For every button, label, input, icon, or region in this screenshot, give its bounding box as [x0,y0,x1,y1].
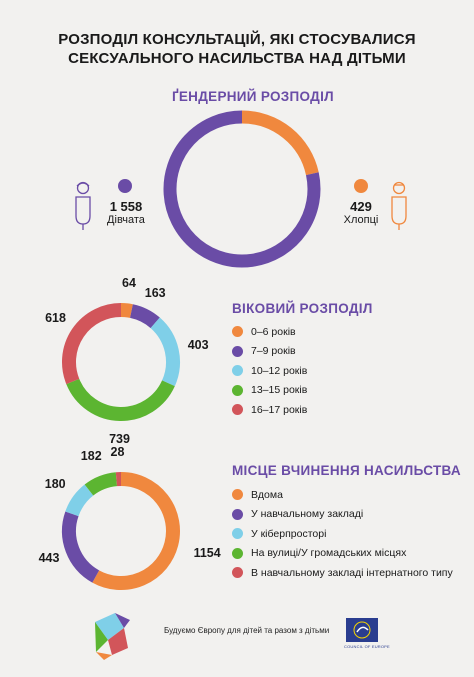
legend-color-dot [232,508,243,520]
legend-item: 0–6 років [232,322,307,342]
donut-slice [129,304,160,329]
boys-dot-icon [354,179,368,193]
slice-value-label: 1154 [193,546,221,561]
legend-item: 13–15 років [232,381,307,401]
legend-color-dot [232,365,243,377]
legend-label: Вдома [251,488,283,501]
legend-color-dot [232,326,243,338]
girl-icon [75,181,91,230]
girls-label: Дівчата [107,214,145,226]
legend-label: 7–9 років [251,345,296,358]
title-line-2: СЕКСУАЛЬНОГО НАСИЛЬСТВА НАД ДІТЬМИ [68,50,406,67]
building-europe-logo [95,613,130,660]
legend-item: 7–9 років [232,342,307,362]
legend-color-dot [232,567,243,579]
donut-slice [92,472,180,590]
girls-dot-icon [118,179,132,193]
donut-slice [62,303,122,385]
legend-label: 13–15 років [251,384,308,397]
council-of-europe-logo [346,618,378,642]
legend-color-dot [232,547,243,559]
legend-item: 10–12 років [232,361,307,381]
legend-label: 16–17 років [251,403,308,416]
legend-color-dot [232,489,243,501]
legend-item: В навчальному закладі інтернатного типу [232,563,453,583]
age-section-title: ВІКОВИЙ РОЗПОДІЛ [232,301,373,316]
legend-label: На вулиці/У громадських місцях [251,547,407,560]
age-donut [62,303,180,421]
slice-value-label: 180 [44,476,66,491]
footer-tagline: Будуємо Європу для дітей та разом з діть… [164,626,330,635]
slice-value-label: 28 [110,445,125,460]
age-legend: 0–6 років 7–9 років 10–12 років 13–15 років… [232,322,307,420]
donut-slice [150,317,180,387]
legend-label: У кіберпросторі [251,527,327,540]
title-line-1: РОЗПОДІЛ КОНСУЛЬТАЦІЙ, ЯКІ СТОСУВАЛИСЯ [58,31,416,48]
legend-label: В навчальному закладі інтернатного типу [251,566,453,579]
place-legend: Вдома У навчальному закладі У кіберпростор… [232,485,453,583]
legend-item: На вулиці/У громадських місцях [232,544,453,564]
place-section-title: МІСЦЕ ВЧИНЕННЯ НАСИЛЬСТВА [232,463,461,478]
slice-value-label: 618 [45,310,66,325]
donut-slice [120,303,133,318]
legend-color-dot [232,345,243,357]
boy-icon [391,181,407,230]
legend-item: У навчальному закладі [232,505,453,525]
legend-label: У навчальному закладі [251,508,364,521]
slice-value-label: 403 [187,338,209,353]
gender-donut [163,110,321,268]
page-title: РОЗПОДІЛ КОНСУЛЬТАЦІЙ, ЯКІ СТОСУВАЛИСЯ С… [0,30,474,68]
donut-slice [163,110,321,268]
slice-value-label: 182 [80,448,102,463]
slice-value-label: 443 [38,551,60,566]
girls-count: 1 558 [109,199,143,214]
legend-label: 10–12 років [251,364,308,377]
slice-value-label: 64 [122,276,136,291]
legend-label: 0–6 років [251,325,296,338]
donut-slice [65,484,94,517]
donut-slice [241,110,319,176]
legend-color-dot [232,528,243,540]
donut-slice [66,378,175,421]
boys-count: 429 [350,199,372,214]
legend-item: Вдома [232,485,453,505]
donut-slice [84,472,118,496]
place-donut [62,472,180,590]
boys-label: Хлопці [343,214,379,226]
boys-stat: 429 Хлопці [336,199,386,226]
slice-value-label: 739 [109,431,130,446]
legend-color-dot [232,404,243,416]
slice-value-label: 163 [144,286,166,300]
legend-item: У кіберпросторі [232,524,453,544]
council-of-europe-label: COUNCIL OF EUROPE [344,644,390,649]
legend-item: 16–17 років [232,400,307,420]
donut-slice [62,511,100,583]
legend-color-dot [232,384,243,396]
girls-stat: 1 558 Дівчата [100,199,152,226]
gender-section-title: ҐЕНДЕРНИЙ РОЗПОДІЛ [172,89,334,104]
